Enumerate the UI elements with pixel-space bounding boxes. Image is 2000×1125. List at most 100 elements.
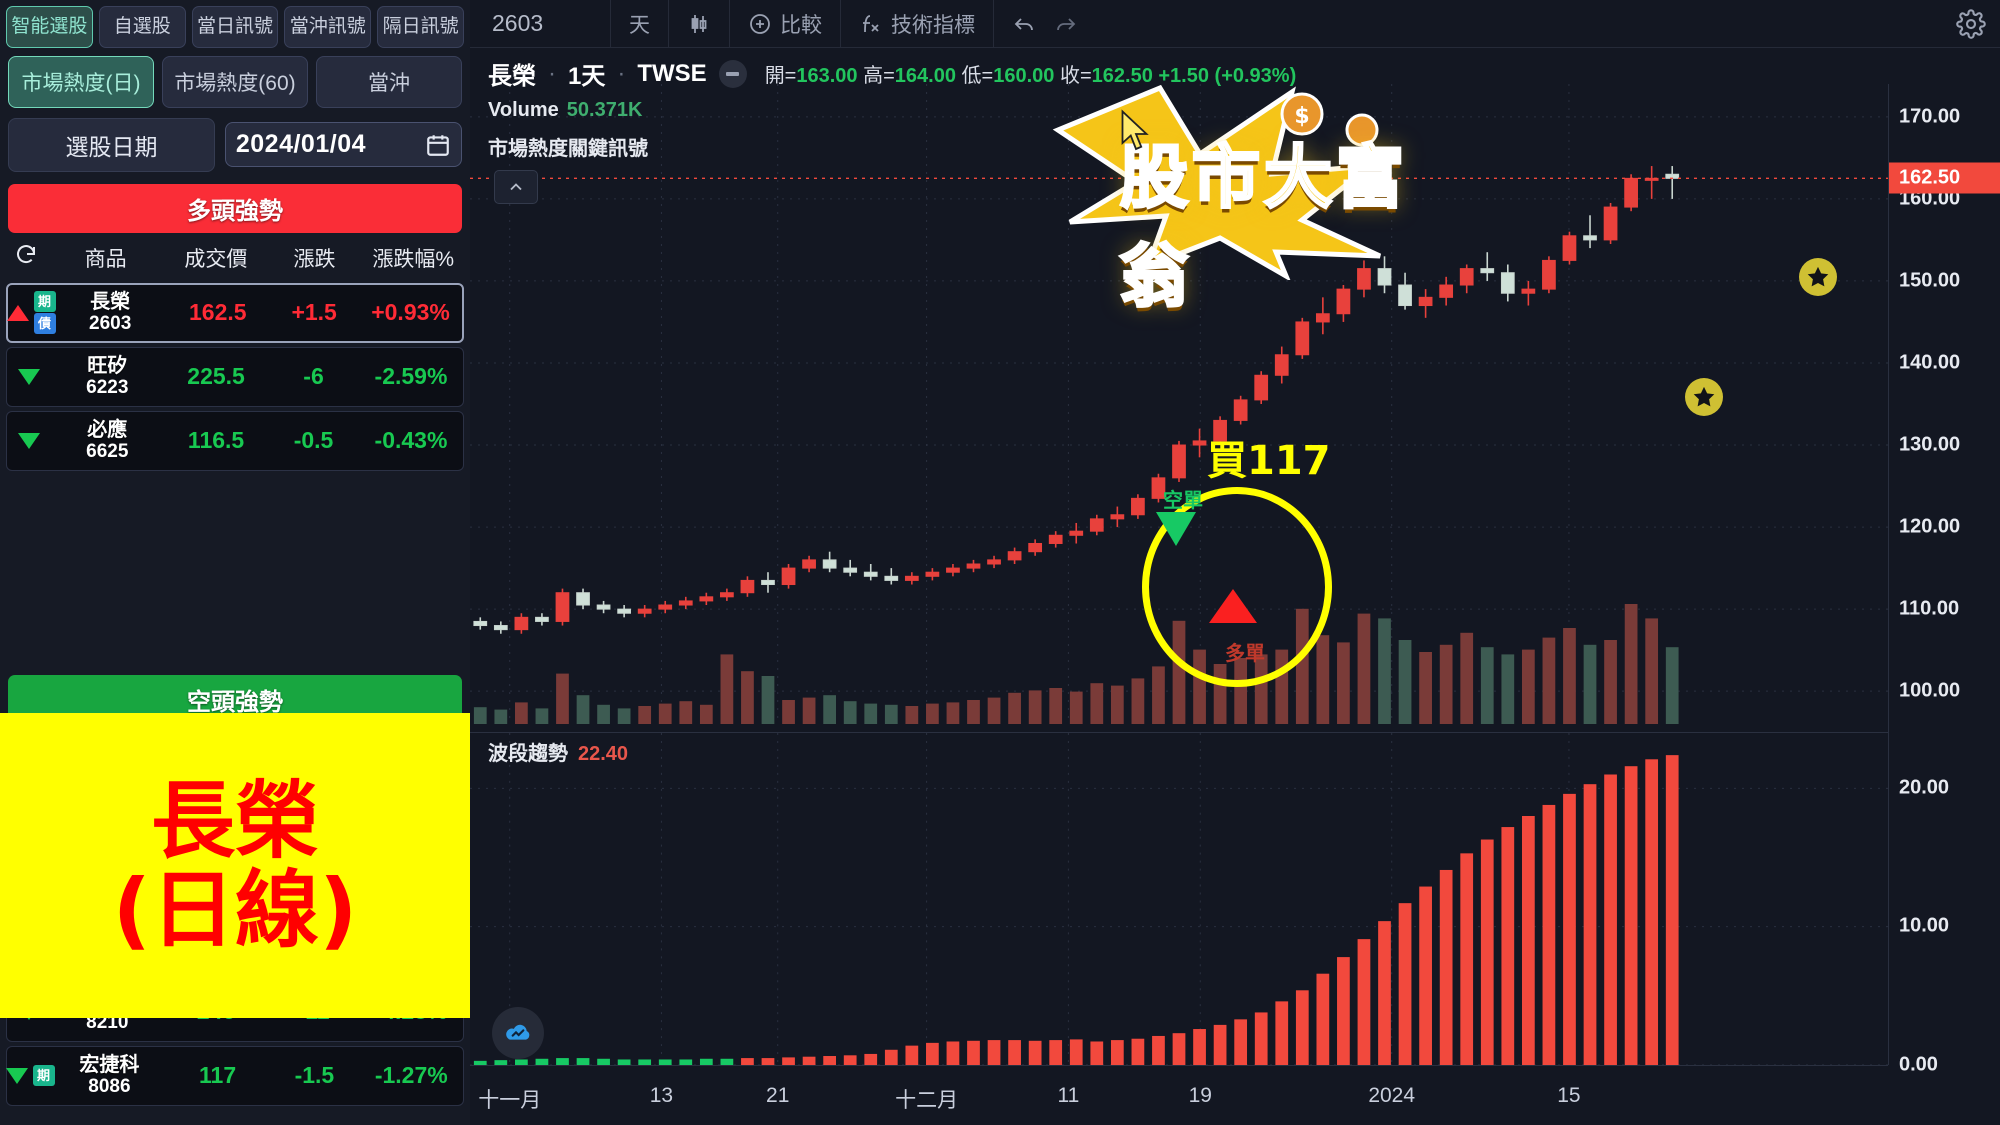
chart-area: 2603 天 比較 (470, 0, 2000, 1125)
tab-nextday-signal[interactable]: 隔日訊號 (377, 6, 464, 48)
list-empty-space (0, 475, 470, 671)
date-value: 2024/01/04 (235, 130, 366, 159)
sticker-line1: 長榮 (150, 772, 319, 871)
low-label: 低= (961, 65, 994, 87)
redo-icon[interactable] (1054, 0, 1096, 48)
overlay-sticker: 長榮 (日線) (0, 713, 470, 1018)
price-cell: 225.5 (187, 363, 245, 390)
volume-row: Volume 50.371K (488, 99, 1296, 122)
badge-group: 期 (32, 1065, 55, 1087)
indicator-value: 22.40 (578, 743, 629, 765)
trend-histogram-svg (470, 733, 1888, 1065)
product-cell: 宏捷科 8086 (53, 1054, 166, 1098)
time-axis-tick: 15 (1557, 1084, 1581, 1107)
column-change: 漲跌 (293, 247, 336, 271)
time-axis-tick: 十一月 (478, 1089, 542, 1112)
price-axis[interactable]: 100.00 110.00 120.00 130.00 140.00 150.00 160.… (1888, 84, 2000, 1076)
time-axis-tick: 11 (1057, 1084, 1080, 1107)
change-cell: -6 (303, 363, 324, 390)
gear-icon[interactable] (1956, 9, 1986, 44)
tab-daytrade-signal[interactable]: 當沖訊號 (284, 6, 372, 48)
stock-name: 必應 (87, 418, 128, 441)
indicator-pane[interactable] (470, 732, 1888, 1065)
bull-section-header: 多頭強勢 (8, 183, 462, 233)
futures-badge: 期 (32, 1065, 55, 1087)
tab-heat-day[interactable]: 市場熱度(日) (8, 55, 154, 108)
triangle-down-icon (5, 1067, 28, 1084)
volume-label: Volume (488, 99, 559, 121)
price-cell: 162.5 (188, 299, 247, 326)
symbol-input[interactable]: 2603 (492, 10, 544, 36)
direction-cell: 期 債 (6, 291, 56, 335)
close-value: 162.50 (1091, 65, 1153, 87)
tab-heat-60[interactable]: 市場熱度(60) (162, 55, 308, 108)
tab-smart-pick[interactable]: 智能選股 (6, 6, 93, 48)
stock-name: 旺矽 (87, 354, 128, 377)
compare-button[interactable]: 比較 (729, 0, 840, 48)
interval-button[interactable]: 天 (610, 0, 668, 48)
plus-circle-icon (748, 12, 772, 36)
change-cell: -1.5 (294, 1062, 335, 1089)
stock-code: 6625 (86, 441, 129, 463)
indicators-button[interactable]: 技術指標 (840, 0, 993, 48)
pct-cell: -0.43% (374, 427, 448, 454)
change-cell: +1.5 (291, 299, 337, 326)
triangle-down-icon (17, 368, 40, 385)
price-pane[interactable] (470, 84, 1888, 724)
minus-icon[interactable] (718, 59, 747, 88)
price-candles-svg (470, 84, 1888, 724)
stock-code: 2603 (89, 313, 132, 335)
open-value: 163.00 (796, 65, 858, 87)
undo-icon[interactable] (993, 0, 1054, 48)
close-label: 收= (1059, 65, 1092, 87)
study-label: 市場熱度關鍵訊號 (488, 138, 648, 160)
stock-name: 長榮 (90, 290, 131, 313)
tab-daytrade[interactable]: 當沖 (316, 55, 462, 108)
time-axis-tick: 2024 (1368, 1084, 1416, 1107)
chart-toolbar: 2603 天 比較 (470, 0, 2000, 48)
pct-cell: -2.59% (374, 363, 448, 390)
table-row[interactable]: 期 宏捷科 8086 117 -1.5 -1.27% (5, 1045, 464, 1106)
table-header: 商品 成交價 漲跌 漲跌幅% (0, 233, 470, 283)
triangle-down-icon (17, 432, 40, 449)
table-row[interactable]: 期 債 長榮 2603 162.5 +1.5 +0.93% (6, 282, 464, 343)
chart-interval: 1天 (568, 63, 606, 90)
pct-cell: -1.27% (374, 1062, 448, 1089)
price-cell: 117 (199, 1062, 237, 1089)
date-input[interactable]: 2024/01/04 (224, 122, 462, 168)
badge-group: 期 債 (33, 291, 56, 335)
direction-cell (7, 432, 51, 449)
indicator-pane-label: 波段趨勢 22.40 (488, 737, 628, 766)
chart-symbol-name: 長榮 (488, 63, 536, 90)
column-price: 成交價 (184, 247, 248, 271)
time-axis-tick: 十二月 (895, 1089, 959, 1112)
left-sidebar: 智能選股 自選股 當日訊號 當沖訊號 隔日訊號 市場熱度(日) 市場熱度(60)… (0, 0, 470, 1125)
product-cell: 長榮 2603 (54, 291, 166, 335)
calendar-icon[interactable] (425, 132, 451, 158)
chart-title-row: 長榮 · 1天 · TWSE 開=163.00 高=164.00 低=160.0… (488, 56, 1296, 91)
table-row[interactable]: 旺矽 6223 225.5 -6 -2.59% (6, 346, 464, 407)
chevron-up-icon[interactable] (494, 170, 538, 204)
tab-daily-signal[interactable]: 當日訊號 (191, 6, 279, 48)
refresh-icon[interactable] (4, 243, 48, 273)
tab-watchlist[interactable]: 自選股 (98, 6, 186, 48)
time-axis-tick: 13 (649, 1084, 674, 1107)
product-cell: 旺矽 6223 (51, 355, 165, 399)
time-axis[interactable]: 十一月 13 21 十二月 11 19 2024 15 (470, 1065, 1888, 1125)
product-cell: 必應 6625 (51, 419, 165, 463)
title-separator-2: · (617, 59, 626, 87)
stock-code: 8086 (88, 1076, 131, 1098)
candlestick-icon[interactable] (668, 0, 729, 48)
chart-exchange: TWSE (637, 59, 707, 87)
last-price-badge: 162.50 (1889, 162, 2000, 194)
pct-cell: +0.93% (371, 299, 450, 326)
stock-code: 6223 (86, 377, 129, 399)
change-value: +1.50 (+0.93%) (1158, 65, 1297, 87)
cloud-chart-icon[interactable] (492, 1007, 544, 1059)
date-picker-label: 選股日期 (8, 117, 215, 172)
direction-cell: 期 (5, 1065, 55, 1087)
table-row[interactable]: 必應 6625 116.5 -0.5 -0.43% (6, 410, 464, 471)
indicators-label: 技術指標 (891, 13, 975, 37)
ohlc-readout: 開=163.00 高=164.00 低=160.00 收=162.50 +1.5… (765, 59, 1297, 88)
